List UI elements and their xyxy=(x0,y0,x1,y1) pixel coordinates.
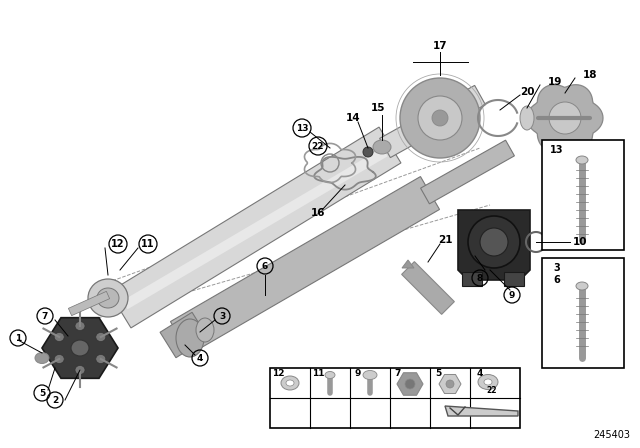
Text: 12: 12 xyxy=(272,369,284,378)
Text: 18: 18 xyxy=(583,70,597,80)
Text: 22: 22 xyxy=(312,142,324,151)
Ellipse shape xyxy=(176,319,204,357)
Text: 6: 6 xyxy=(554,275,561,285)
Bar xyxy=(504,272,524,286)
Ellipse shape xyxy=(576,156,588,164)
Polygon shape xyxy=(170,177,440,354)
Bar xyxy=(462,272,482,286)
Ellipse shape xyxy=(281,376,299,390)
Text: 11: 11 xyxy=(141,239,155,249)
Text: 10: 10 xyxy=(573,237,588,247)
Text: 16: 16 xyxy=(311,208,325,218)
Text: 2: 2 xyxy=(52,396,58,405)
Ellipse shape xyxy=(71,340,89,356)
Text: 13: 13 xyxy=(550,145,564,155)
Polygon shape xyxy=(122,148,388,309)
Text: 7: 7 xyxy=(42,311,48,320)
Ellipse shape xyxy=(35,353,49,363)
Circle shape xyxy=(405,379,415,389)
Text: 20: 20 xyxy=(520,87,534,97)
Text: 8: 8 xyxy=(477,273,483,283)
Polygon shape xyxy=(109,127,401,328)
Polygon shape xyxy=(402,262,454,314)
Text: 3: 3 xyxy=(219,311,225,320)
Circle shape xyxy=(480,228,508,256)
Bar xyxy=(542,258,624,368)
Text: 19: 19 xyxy=(548,77,562,87)
Ellipse shape xyxy=(96,332,106,341)
Circle shape xyxy=(549,102,581,134)
Polygon shape xyxy=(42,318,118,378)
Ellipse shape xyxy=(54,354,64,363)
Text: 4: 4 xyxy=(197,353,203,362)
Circle shape xyxy=(432,110,448,126)
Text: 17: 17 xyxy=(433,41,447,51)
Text: 9: 9 xyxy=(355,369,361,378)
Ellipse shape xyxy=(75,322,85,331)
Text: 5: 5 xyxy=(435,369,441,378)
Circle shape xyxy=(446,380,454,388)
Text: 11: 11 xyxy=(312,369,324,378)
Text: 15: 15 xyxy=(371,103,385,113)
Text: 13: 13 xyxy=(296,124,308,133)
Polygon shape xyxy=(527,85,603,151)
Ellipse shape xyxy=(97,288,119,308)
Ellipse shape xyxy=(520,106,534,130)
Ellipse shape xyxy=(576,282,588,290)
Polygon shape xyxy=(380,86,485,158)
Circle shape xyxy=(363,147,373,157)
Polygon shape xyxy=(160,312,208,358)
Ellipse shape xyxy=(478,375,498,389)
Ellipse shape xyxy=(363,370,377,379)
Polygon shape xyxy=(445,406,518,416)
Text: 21: 21 xyxy=(438,235,452,245)
Polygon shape xyxy=(420,140,515,204)
Text: 245403: 245403 xyxy=(593,430,630,440)
Circle shape xyxy=(400,78,480,158)
Text: 9: 9 xyxy=(509,290,515,300)
Ellipse shape xyxy=(96,354,106,363)
Ellipse shape xyxy=(325,371,335,379)
Text: 14: 14 xyxy=(346,113,360,123)
Ellipse shape xyxy=(88,279,128,317)
Text: 4: 4 xyxy=(477,369,483,378)
Circle shape xyxy=(468,216,520,268)
Ellipse shape xyxy=(484,379,492,385)
Text: 6: 6 xyxy=(262,262,268,271)
Bar xyxy=(542,140,624,250)
Ellipse shape xyxy=(373,140,391,154)
Ellipse shape xyxy=(75,366,85,375)
Polygon shape xyxy=(402,260,414,268)
Text: 3: 3 xyxy=(554,263,561,273)
Text: 12: 12 xyxy=(111,239,125,249)
Circle shape xyxy=(418,96,462,140)
Text: 7: 7 xyxy=(395,369,401,378)
Ellipse shape xyxy=(286,380,294,386)
Bar xyxy=(270,368,520,428)
Polygon shape xyxy=(458,210,530,280)
Text: 1: 1 xyxy=(15,333,21,343)
Text: 22: 22 xyxy=(487,385,497,395)
Text: 5: 5 xyxy=(39,388,45,397)
Polygon shape xyxy=(68,291,109,316)
Ellipse shape xyxy=(54,332,64,341)
Ellipse shape xyxy=(196,318,214,342)
